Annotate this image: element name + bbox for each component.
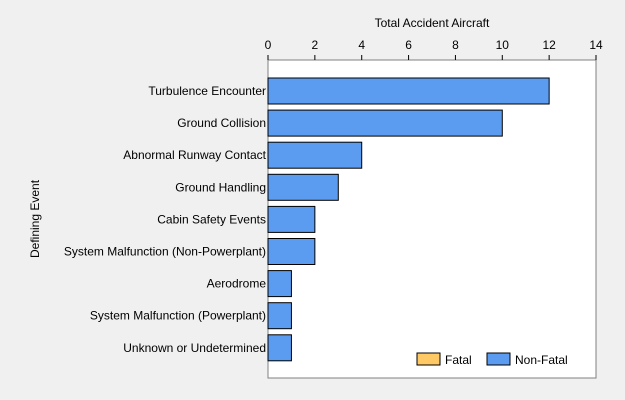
- bar-non-fatal: [267, 77, 550, 105]
- bar-non-fatal: [267, 109, 503, 137]
- x-tick-label: 12: [542, 38, 556, 52]
- y-axis-title: Defining Event: [28, 179, 42, 258]
- x-tick-label: 14: [589, 38, 603, 52]
- category-label: Turbulence Encounter: [148, 84, 266, 98]
- legend-swatch-fatal: [416, 352, 441, 366]
- legend-label-non-fatal: Non-Fatal: [515, 353, 568, 367]
- category-label: Ground Collision: [177, 116, 266, 130]
- category-label: Abnormal Runway Contact: [123, 148, 266, 162]
- x-axis: 0 2 4 6 8 10 12 14: [265, 38, 603, 60]
- category-label: Unknown or Undetermined: [123, 341, 266, 355]
- bar-non-fatal: [267, 334, 292, 362]
- x-tick-label: 6: [405, 38, 412, 52]
- x-tick-label: 0: [265, 38, 272, 52]
- x-tick-label: 8: [452, 38, 459, 52]
- category-label: Aerodrome: [207, 277, 267, 291]
- category-label: System Malfunction (Non-Powerplant): [64, 245, 266, 259]
- bar-non-fatal: [267, 302, 292, 330]
- bar-non-fatal: [267, 141, 363, 169]
- plot-area: [267, 59, 597, 379]
- category-label: Ground Handling: [175, 180, 266, 194]
- bar-non-fatal: [267, 205, 316, 233]
- category-label: System Malfunction (Powerplant): [90, 309, 266, 323]
- x-axis-title: Total Accident Aircraft: [375, 16, 490, 30]
- bar-non-fatal: [267, 173, 339, 201]
- category-label: Cabin Safety Events: [157, 212, 266, 226]
- bars: [267, 77, 550, 362]
- category-labels: Turbulence Encounter Ground Collision Abno…: [64, 84, 267, 355]
- legend: Fatal Non-Fatal: [416, 352, 568, 367]
- x-tick-label: 2: [312, 38, 319, 52]
- x-tick-label: 4: [358, 38, 365, 52]
- bar-non-fatal: [267, 270, 292, 298]
- legend-label-fatal: Fatal: [445, 353, 472, 367]
- bar-non-fatal: [267, 238, 316, 265]
- x-tick-label: 10: [496, 38, 510, 52]
- legend-swatch-non-fatal: [486, 352, 511, 366]
